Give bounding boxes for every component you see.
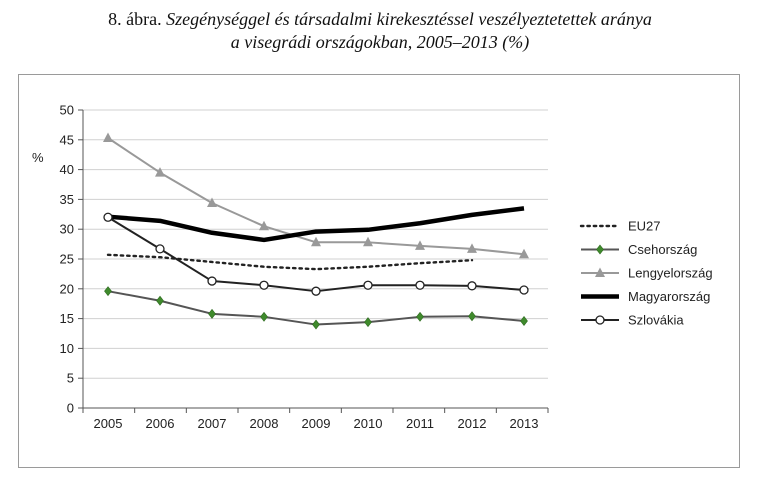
y-tick-label: 5 xyxy=(67,371,74,386)
legend-item-lengyelorszag: Lengyelország xyxy=(581,266,713,281)
x-tick-label: 2008 xyxy=(250,416,279,431)
x-tick-label: 2010 xyxy=(354,416,383,431)
data-point xyxy=(259,280,269,290)
y-tick-label: 35 xyxy=(60,192,74,207)
y-tick-label: 40 xyxy=(60,162,74,177)
y-tick-labels: 0 5 10 15 20 25 30 35 40 45 50 xyxy=(60,103,74,416)
x-tick-label: 2005 xyxy=(94,416,123,431)
figure-caption: 8. ábra. Szegénységgel és társadalmi kir… xyxy=(0,8,760,54)
y-tick-label: 15 xyxy=(60,311,74,326)
figure-title-line-1: Szegénységgel és társadalmi kirekesztéss… xyxy=(166,9,652,29)
data-point xyxy=(363,280,373,290)
data-point xyxy=(104,286,112,297)
data-point xyxy=(363,236,373,247)
data-point xyxy=(208,308,216,319)
caption-line-1: 8. ábra. Szegénységgel és társadalmi kir… xyxy=(0,8,760,31)
series-line-magyarorszag xyxy=(107,206,525,243)
series-line-eu27 xyxy=(106,253,474,271)
data-point xyxy=(311,236,321,247)
series-eu27 xyxy=(106,253,474,271)
x-tick-label: 2007 xyxy=(198,416,227,431)
series-magyarorszag xyxy=(107,206,525,243)
data-point xyxy=(156,295,164,306)
y-tick-label: 0 xyxy=(67,401,74,416)
series-line-lengyelorszag xyxy=(107,137,525,256)
x-tick-labels: 2005 2006 2007 2008 2009 2010 2011 2012 2013 xyxy=(94,416,539,431)
legend-label: Lengyelország xyxy=(628,266,713,281)
series-lines xyxy=(103,132,529,330)
data-point xyxy=(519,285,529,295)
data-point xyxy=(103,132,113,143)
x-tick-label: 2012 xyxy=(458,416,487,431)
y-tick-label: 50 xyxy=(60,103,74,118)
data-point xyxy=(103,212,113,222)
data-point xyxy=(364,317,372,328)
legend-label: Szlovákia xyxy=(628,313,684,328)
data-point xyxy=(415,240,425,250)
legend-marker xyxy=(595,267,605,277)
y-tick-label: 45 xyxy=(60,132,74,147)
x-tick-label: 2006 xyxy=(146,416,175,431)
data-point xyxy=(467,243,477,253)
legend-item-csehorszag: Csehország xyxy=(581,242,697,257)
y-tick-label: 20 xyxy=(60,281,74,296)
legend-marker xyxy=(596,244,604,255)
data-point xyxy=(468,311,476,322)
legend-item-eu27: EU27 xyxy=(579,219,661,234)
data-point xyxy=(415,280,425,290)
y-tick-label: 10 xyxy=(60,341,74,356)
figure-title-line-2: a visegrádi országokban, 2005–2013 (%) xyxy=(230,32,530,52)
legend-item-szlovakia: Szlovákia xyxy=(581,313,684,328)
series-line-szlovakia xyxy=(107,216,525,293)
caption-line-2: a visegrádi országokban, 2005–2013 (%) xyxy=(0,31,760,54)
data-point xyxy=(155,244,165,254)
legend-label: Csehország xyxy=(628,242,697,257)
data-point xyxy=(467,281,477,291)
y-tick-label: 25 xyxy=(60,252,74,267)
series-szlovakia xyxy=(103,212,529,296)
data-point xyxy=(519,248,529,259)
y-axis-label: % xyxy=(32,150,44,165)
data-point xyxy=(520,315,528,326)
series-line-csehorszag xyxy=(107,290,525,326)
legend-marker xyxy=(595,315,605,325)
x-tick-label: 2011 xyxy=(406,416,434,431)
legend-item-magyarorszag: Magyarország xyxy=(581,289,710,304)
figure-number: 8. ábra. xyxy=(108,9,162,29)
data-point xyxy=(416,311,424,322)
data-point xyxy=(312,319,320,330)
data-point xyxy=(311,286,321,296)
data-point xyxy=(207,276,217,286)
chart-frame xyxy=(18,74,740,468)
x-tick-label: 2009 xyxy=(302,416,331,431)
data-point xyxy=(260,311,268,322)
data-point xyxy=(207,197,217,207)
data-point xyxy=(259,220,269,231)
y-tick-label: 30 xyxy=(60,222,74,237)
data-point xyxy=(155,167,165,177)
x-tick-label: 2013 xyxy=(510,416,539,431)
series-csehorszag xyxy=(104,286,528,330)
series-lengyelorszag xyxy=(103,132,529,259)
legend-label: EU27 xyxy=(628,219,661,234)
legend-label: Magyarország xyxy=(628,289,710,304)
legend: EU27 Csehország Lengyelország Magyarország S… xyxy=(579,219,713,328)
axes xyxy=(78,109,549,413)
